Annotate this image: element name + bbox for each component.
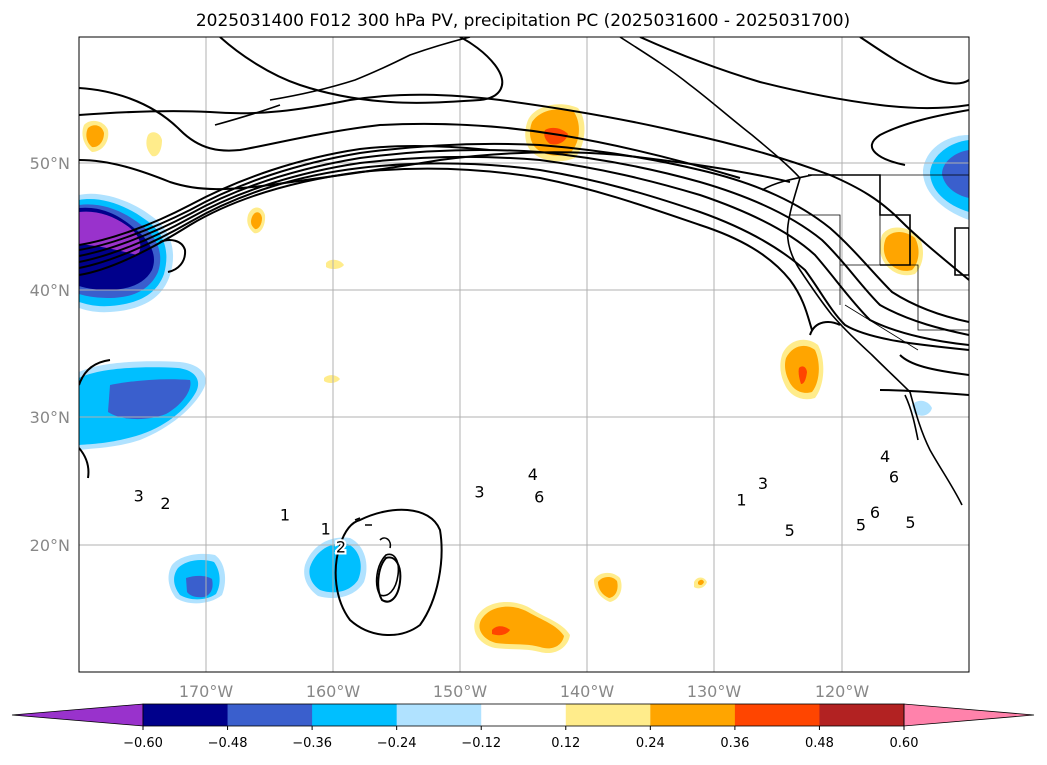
x-tick-label: 150°W: [433, 682, 488, 701]
colorbar-extend-low: [11, 703, 144, 727]
x-tick-label: 140°W: [560, 682, 615, 701]
contour-label: 2: [160, 494, 170, 513]
colorbar-tick-label: 0.48: [805, 736, 834, 751]
contour-label: 5: [905, 513, 915, 532]
colorbar-swatch: [819, 704, 905, 726]
contour-label: 1: [736, 490, 746, 509]
contour-label: 1: [280, 506, 290, 525]
colorbar-tick-label: 0.60: [890, 736, 919, 751]
x-tick-label: 120°W: [815, 682, 870, 701]
y-tick-label: 40°N: [30, 281, 70, 300]
colorbar: −0.60 −0.48 −0.36 −0.24 −0.12 0.12 0.24 0.36 0.4…: [11, 703, 1035, 751]
contour-label: 6: [889, 467, 899, 486]
x-tick-label: 170°W: [179, 682, 234, 701]
colorbar-swatch: [227, 704, 313, 726]
colorbar-tick-label: −0.24: [377, 736, 417, 751]
gridlines: [79, 37, 969, 672]
colorbar-tick-label: −0.12: [461, 736, 501, 751]
contour-label: 5: [785, 521, 795, 540]
colorbar-tick-label: −0.48: [208, 736, 248, 751]
colorbar-swatch: [481, 704, 567, 726]
contour-label: 6: [870, 503, 880, 522]
contour-label: 4: [528, 465, 538, 484]
colorbar-tick-label: −0.60: [123, 736, 163, 751]
x-tick-label: 130°W: [687, 682, 742, 701]
colorbar-tick-label: −0.36: [292, 736, 332, 751]
colorbar-frame: [142, 703, 905, 727]
x-tick-label: 160°W: [306, 682, 361, 701]
colorbar-swatch: [565, 704, 651, 726]
contour-label: 4: [880, 447, 890, 466]
y-tick-label: 30°N: [30, 408, 70, 427]
y-tick-label: 20°N: [30, 536, 70, 555]
colorbar-tick-label: 0.36: [720, 736, 749, 751]
contour-label: 3: [134, 486, 144, 505]
colorbar-tick-label: 0.24: [636, 736, 665, 751]
colorbar-tick-label: 0.12: [551, 736, 580, 751]
chart-title: 2025031400 F012 300 hPa PV, precipitatio…: [196, 11, 850, 31]
pv-contours: [79, 37, 969, 636]
y-axis: 50°N 40°N 30°N 20°N: [30, 154, 70, 555]
contour-label: 3: [758, 474, 768, 493]
contour-label: 5: [856, 516, 866, 535]
contour-label: 6: [534, 488, 544, 507]
contour-label: 3: [474, 483, 484, 502]
contour-label: 1: [321, 519, 331, 538]
colorbar-extend-high: [903, 703, 1035, 727]
precip-fill: [79, 104, 969, 654]
y-tick-label: 50°N: [30, 154, 70, 173]
colorbar-swatch: [650, 704, 736, 726]
x-axis: 170°W 160°W 150°W 140°W 130°W 120°W: [179, 682, 870, 701]
colorbar-swatch: [143, 704, 229, 726]
colorbar-swatch: [734, 704, 820, 726]
colorbar-swatch: [396, 704, 482, 726]
contour-label: 2: [336, 537, 346, 556]
colorbar-swatch: [312, 704, 398, 726]
